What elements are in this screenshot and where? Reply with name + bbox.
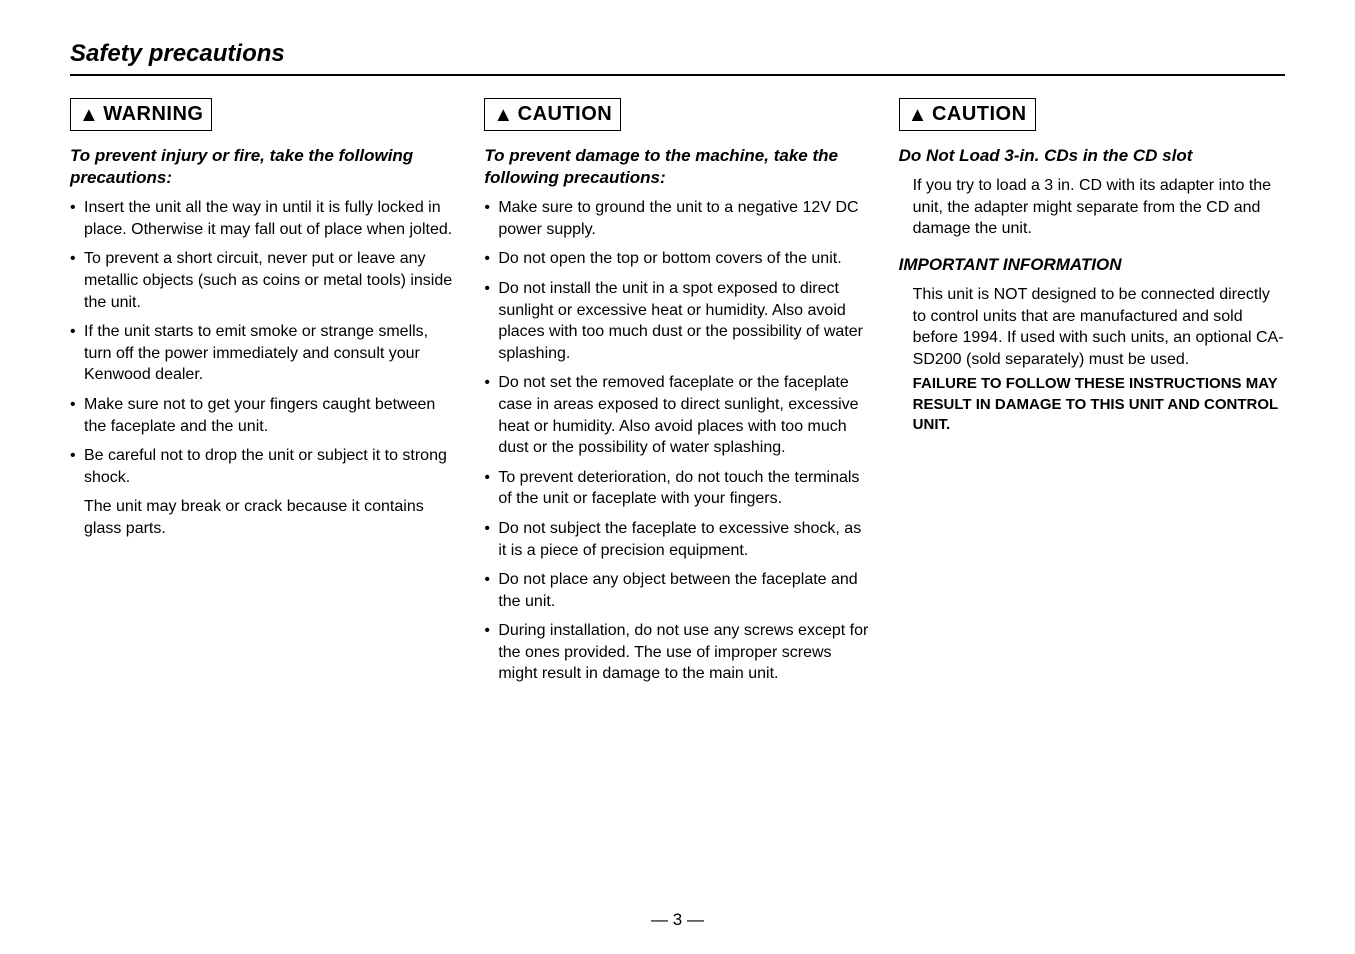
warning-bullet: Make sure not to get your fingers caught… bbox=[70, 394, 456, 437]
page-title: Safety precautions bbox=[70, 40, 1285, 76]
warning-badge: ▲ WARNING bbox=[70, 98, 212, 131]
content-columns: ▲ WARNING To prevent injury or fire, tak… bbox=[70, 98, 1285, 693]
cd-subhead: Do Not Load 3-in. CDs in the CD slot bbox=[899, 145, 1285, 167]
warning-bullet: To prevent a short circuit, never put or… bbox=[70, 248, 456, 313]
cd-body: If you try to load a 3 in. CD with its a… bbox=[899, 175, 1285, 240]
warning-badge-label: WARNING bbox=[103, 103, 203, 126]
caution-bullet: To prevent deterioration, do not touch t… bbox=[484, 467, 870, 510]
caution-bullet: During installation, do not use any scre… bbox=[484, 620, 870, 685]
warning-bullet: If the unit starts to emit smoke or stra… bbox=[70, 321, 456, 386]
failure-bold: FAILURE TO FOLLOW THESE INSTRUCTIONS MAY… bbox=[899, 374, 1285, 435]
warning-bullets: Insert the unit all the way in until it … bbox=[70, 197, 456, 488]
important-subhead: IMPORTANT INFORMATION bbox=[899, 254, 1285, 276]
warning-triangle-icon: ▲ bbox=[79, 105, 99, 125]
caution-bullet: Do not place any object between the face… bbox=[484, 569, 870, 612]
warning-bullet: Insert the unit all the way in until it … bbox=[70, 197, 456, 240]
column-warning: ▲ WARNING To prevent injury or fire, tak… bbox=[70, 98, 456, 693]
caution-bullet: Do not set the removed faceplate or the … bbox=[484, 372, 870, 458]
caution-bullet: Do not open the top or bottom covers of … bbox=[484, 248, 870, 270]
caution-triangle-icon: ▲ bbox=[493, 105, 513, 125]
warning-bullet: Be careful not to drop the unit or subje… bbox=[70, 445, 456, 488]
caution-bullet: Make sure to ground the unit to a negati… bbox=[484, 197, 870, 240]
page-number: — 3 — bbox=[651, 910, 704, 930]
column-caution-1: ▲ CAUTION To prevent damage to the machi… bbox=[484, 98, 870, 693]
important-body: This unit is NOT designed to be connecte… bbox=[899, 284, 1285, 370]
caution-badge-2: ▲ CAUTION bbox=[899, 98, 1036, 131]
caution-subhead-1: To prevent damage to the machine, take t… bbox=[484, 145, 870, 189]
warning-subhead: To prevent injury or fire, take the foll… bbox=[70, 145, 456, 189]
caution-bullets: Make sure to ground the unit to a negati… bbox=[484, 197, 870, 685]
caution-badge-1: ▲ CAUTION bbox=[484, 98, 621, 131]
column-caution-2: ▲ CAUTION Do Not Load 3-in. CDs in the C… bbox=[899, 98, 1285, 693]
warning-note: The unit may break or crack because it c… bbox=[70, 496, 456, 539]
caution-bullet: Do not subject the faceplate to excessiv… bbox=[484, 518, 870, 561]
caution-triangle-icon: ▲ bbox=[908, 105, 928, 125]
caution-badge-label: CAUTION bbox=[932, 103, 1027, 126]
caution-bullet: Do not install the unit in a spot expose… bbox=[484, 278, 870, 364]
caution-badge-label: CAUTION bbox=[518, 103, 613, 126]
